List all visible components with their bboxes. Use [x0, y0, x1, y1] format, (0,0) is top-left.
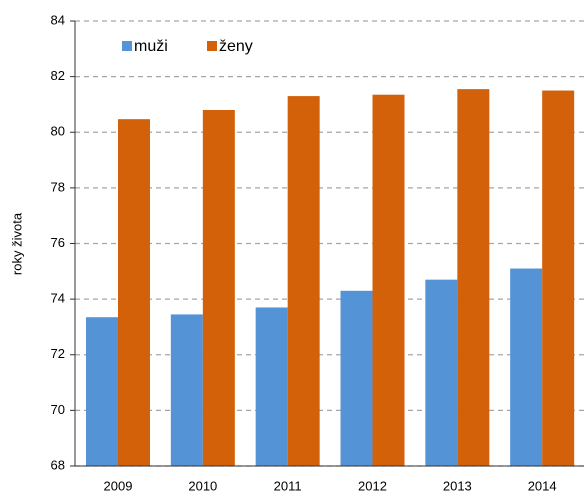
y-tick-label: 80 — [51, 124, 65, 139]
legend-swatch — [207, 41, 217, 51]
legend-label: ženy — [219, 38, 253, 55]
x-tick-label: 2014 — [528, 478, 557, 493]
x-tick-label: 2012 — [358, 478, 387, 493]
x-tick-label: 2013 — [443, 478, 472, 493]
y-tick-label: 68 — [51, 457, 65, 472]
x-tick-label: 2010 — [188, 478, 217, 493]
bar — [457, 89, 490, 466]
y-tick-label: 72 — [51, 346, 65, 361]
bar — [372, 94, 405, 466]
bar — [287, 96, 320, 466]
bar — [86, 317, 118, 466]
bar — [542, 90, 575, 466]
y-tick-label: 84 — [51, 12, 65, 27]
y-axis-label: roky života — [9, 212, 24, 275]
bar — [340, 290, 373, 466]
legend-label: muži — [134, 38, 168, 55]
bar — [170, 314, 203, 466]
bar — [510, 268, 543, 466]
x-tick-label: 2009 — [104, 478, 133, 493]
y-tick-label: 74 — [51, 291, 65, 306]
y-tick-label: 82 — [51, 68, 65, 83]
y-tick-label: 76 — [51, 235, 65, 250]
bar — [425, 279, 458, 466]
bar — [202, 110, 235, 466]
bar — [255, 307, 288, 466]
y-tick-label: 78 — [51, 179, 65, 194]
legend-swatch — [122, 41, 132, 51]
bar — [118, 119, 150, 466]
y-tick-label: 70 — [51, 402, 65, 417]
x-tick-label: 2011 — [274, 478, 302, 493]
